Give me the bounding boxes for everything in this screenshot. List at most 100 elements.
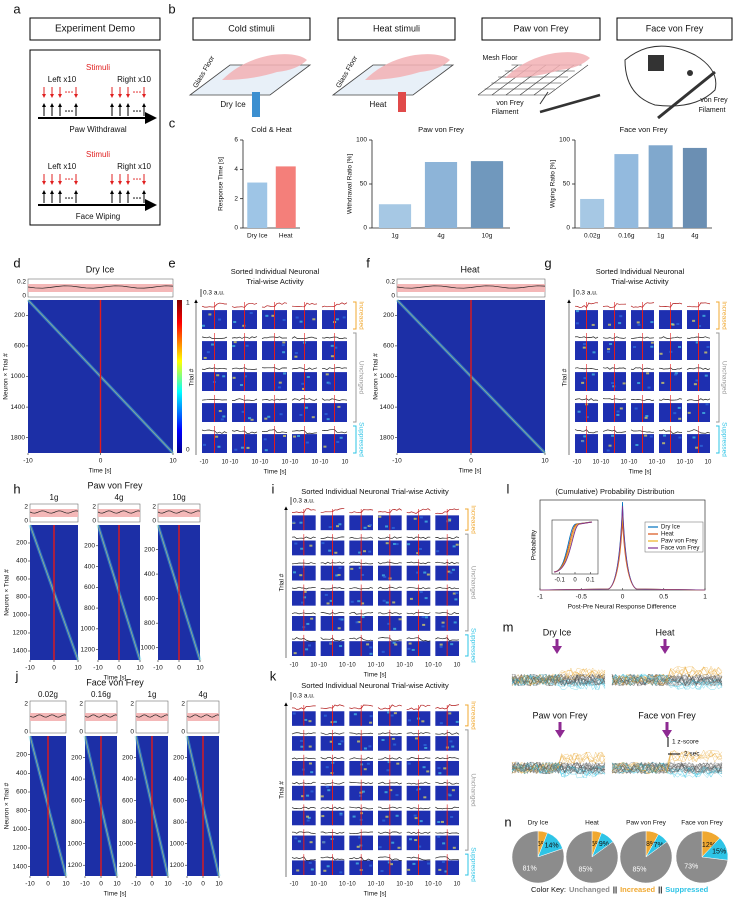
mini-heatmap-spot — [577, 410, 581, 413]
mini-heatmap-spot — [359, 794, 363, 797]
mini-heatmap-spot — [698, 325, 702, 328]
mini-heatmap-spot — [706, 345, 710, 348]
panel-title: Sorted Individual Neuronal — [596, 267, 685, 276]
mini-heatmap-spot — [239, 384, 243, 387]
mini-heatmap-spot — [407, 543, 411, 546]
mini-heatmap-spot — [292, 712, 296, 715]
arrow-head — [50, 94, 54, 98]
mini-heatmap-spot — [335, 318, 339, 321]
bar — [648, 145, 673, 228]
mini-heatmap-spot — [202, 443, 206, 446]
y-tick-label: 600 — [383, 343, 394, 350]
x-tick-label: 10 — [312, 460, 319, 466]
mini-heatmap-spot — [330, 721, 334, 724]
mini-heatmap-spot — [210, 343, 214, 346]
y-axis-label: Neuron × Trial # — [4, 569, 11, 616]
panel-title: Sorted Individual Neuronal Trial-wise Ac… — [301, 487, 449, 496]
bar — [682, 147, 707, 228]
x-tick-label: 0 — [117, 665, 121, 672]
arrow-head — [555, 730, 565, 738]
x-tick-label: 10g — [482, 233, 493, 240]
mini-heatmap-spot — [323, 869, 327, 872]
mini-heatmap-spot — [311, 416, 315, 419]
trace-tick-label: 0 — [130, 729, 134, 736]
mini-heatmap-spot — [361, 616, 365, 619]
scale-label: 0.3 a.u. — [203, 290, 225, 297]
column-label: 1g — [50, 493, 59, 502]
mini-heatmap-spot — [303, 590, 307, 593]
mini-heatmap-spot — [448, 518, 452, 521]
mini-heatmap-spot — [321, 542, 325, 545]
mini-heatmap-spot — [222, 415, 226, 418]
group-label: Increased — [357, 301, 364, 330]
y-tick-label: 1000 — [13, 826, 28, 833]
arrow-head — [58, 190, 62, 194]
x-tick-label: 10 — [164, 881, 172, 888]
mini-heatmap-spot — [437, 821, 441, 824]
mini-heatmap-spot — [208, 313, 212, 316]
mini-heatmap-spot — [441, 625, 445, 628]
mini-heatmap-spot — [385, 542, 389, 545]
activity-trace — [611, 674, 723, 687]
pie-slice — [675, 830, 729, 884]
mini-heatmap-spot — [216, 374, 220, 377]
mini-heatmap-spot — [441, 621, 445, 624]
mesh — [547, 64, 589, 96]
mini-heatmap-spot — [308, 720, 312, 723]
trace-tick-label: 2 — [130, 701, 134, 708]
group-bracket — [465, 729, 469, 851]
group-bracket — [465, 634, 469, 657]
data-label: 14% — [545, 843, 559, 850]
mini-heatmap-spot — [340, 618, 344, 621]
color-key-item: Color Key: — [531, 885, 566, 894]
arrow-head — [142, 103, 146, 107]
group-label: Unchanged — [469, 566, 476, 600]
mini-heatmap-spot — [339, 813, 343, 816]
mini-heatmap-spot — [606, 350, 610, 353]
activity-trace — [511, 762, 606, 775]
mini-heatmap-spot — [378, 846, 382, 849]
trace-tick-label: 2 — [152, 504, 156, 511]
dot — [68, 197, 70, 199]
y-tick-label: 1400 — [13, 648, 28, 655]
x-tick-label: 0 — [469, 458, 473, 465]
pie-title: Paw von Frey — [626, 820, 666, 827]
mini-heatmap-spot — [282, 351, 286, 354]
y-tick-label: 400 — [122, 776, 133, 783]
panel-title: Trial-wise Activity — [246, 277, 303, 286]
mini-heatmap-spot — [392, 641, 396, 644]
trace — [27, 285, 174, 289]
panel-letter: d — [13, 255, 20, 270]
arrow-head — [42, 181, 46, 185]
mini-heatmap-spot — [452, 592, 456, 595]
mini-heatmap-spot — [424, 746, 428, 749]
mini-heatmap-spot — [576, 310, 580, 313]
mini-heatmap-spot — [427, 862, 431, 865]
mini-heatmap-spot — [591, 373, 595, 376]
x-tick-label: -10 — [153, 665, 163, 672]
mini-heatmap-spot — [408, 642, 412, 645]
trace-tick-label: 0 — [24, 729, 28, 736]
mini-heatmap-spot — [391, 737, 395, 740]
trace-tick-label: 0 — [24, 518, 28, 525]
bar — [247, 182, 268, 228]
y-axis-label: Wiping Ratio [%] — [550, 160, 557, 208]
mini-heatmap-spot — [649, 435, 653, 438]
x-tick-label: 10 — [593, 460, 600, 466]
mini-heatmap-spot — [451, 789, 455, 792]
trace — [396, 285, 546, 289]
arrow-head — [662, 730, 672, 738]
x-tick-label: 10 — [222, 460, 229, 466]
x-tick-label: 10 — [705, 460, 712, 466]
mini-heatmap-spot — [363, 768, 367, 771]
mini-heatmap-spot — [411, 648, 415, 651]
inset-tick-label: 0.1 — [586, 578, 595, 584]
mini-heatmap-spot — [339, 812, 343, 815]
mini-heatmap-spot — [292, 521, 296, 524]
filament — [539, 91, 549, 105]
mini-heatmap-spot — [676, 323, 680, 326]
mini-heatmap-spot — [447, 570, 451, 573]
trace-tick-label: 2 — [92, 504, 96, 511]
y-tick-label: 800 — [16, 594, 27, 601]
mini-heatmap-spot — [444, 870, 448, 873]
